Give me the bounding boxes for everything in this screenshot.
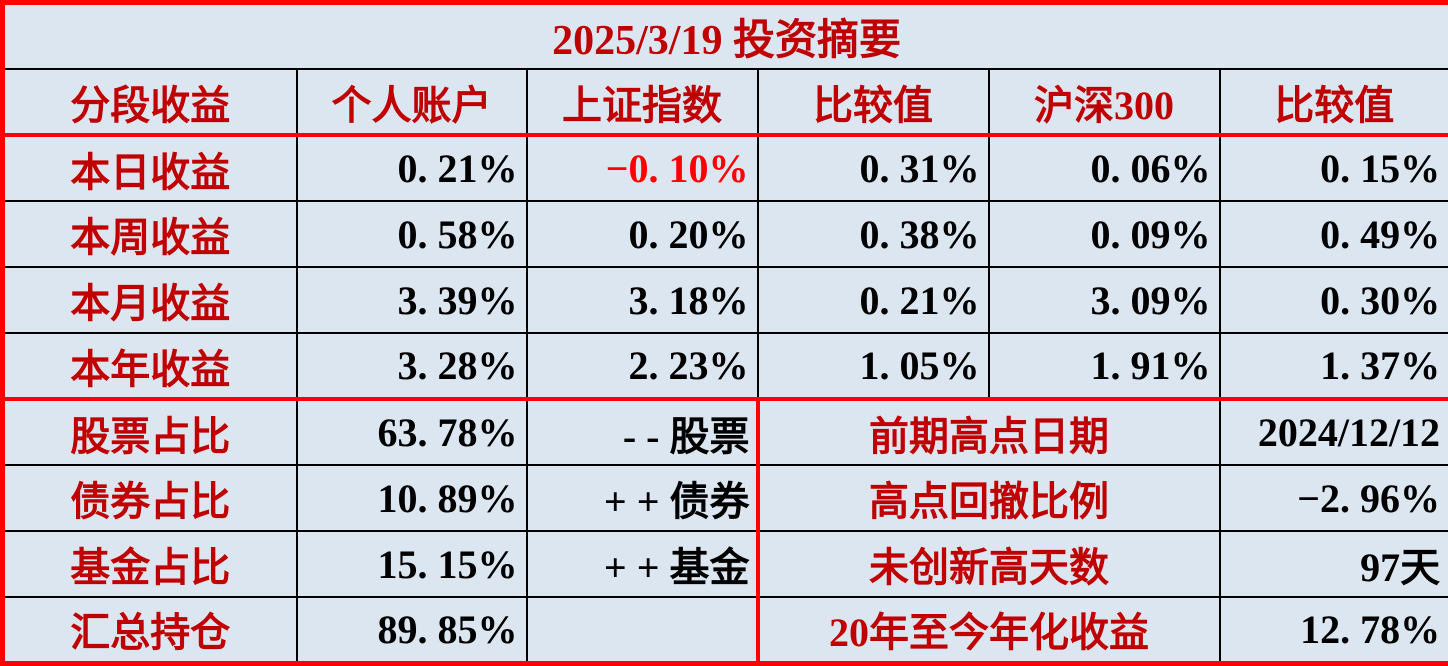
summary-value: 12. 78% xyxy=(1220,597,1448,663)
value-cell-allocation: 10. 89% xyxy=(297,465,527,531)
summary-value: 2024/12/12 xyxy=(1220,399,1448,465)
summary-value: −2. 96% xyxy=(1220,465,1448,531)
signal-cell: + + 债券 xyxy=(527,465,758,531)
column-header-csi300: 沪深300 xyxy=(989,69,1220,135)
signal-cell-empty xyxy=(527,597,758,663)
table-row-daily-return: 本日收益 0. 21% −0. 10% 0. 31% 0. 06% 0. 15% xyxy=(3,135,1448,201)
value-cell-allocation: 63. 78% xyxy=(297,399,527,465)
header-row: 分段收益 个人账户 上证指数 比较值 沪深300 比较值 xyxy=(3,69,1448,135)
table-row-weekly-return: 本周收益 0. 58% 0. 20% 0. 38% 0. 09% 0. 49% xyxy=(3,201,1448,267)
value-cell-personal: 3. 28% xyxy=(297,333,527,399)
value-cell-compare-2: 1. 37% xyxy=(1220,333,1448,399)
column-header-segment-return: 分段收益 xyxy=(3,69,297,135)
value-cell-compare-1: 0. 31% xyxy=(758,135,989,201)
summary-label: 高点回撤比例 xyxy=(758,465,1220,531)
value-cell-compare-2: 0. 30% xyxy=(1220,267,1448,333)
summary-value: 97天 xyxy=(1220,531,1448,597)
value-cell-allocation: 15. 15% xyxy=(297,531,527,597)
row-label: 债券占比 xyxy=(3,465,297,531)
table-row-total-position: 汇总持仓 89. 85% 20年至今年化收益 12. 78% xyxy=(3,597,1448,663)
value-cell-compare-1: 0. 21% xyxy=(758,267,989,333)
value-cell-sse: −0. 10% xyxy=(527,135,758,201)
row-label: 本年收益 xyxy=(3,333,297,399)
row-label: 汇总持仓 xyxy=(3,597,297,663)
value-cell-csi300: 0. 06% xyxy=(989,135,1220,201)
value-cell-sse: 0. 20% xyxy=(527,201,758,267)
column-header-compare-1: 比较值 xyxy=(758,69,989,135)
row-label: 本周收益 xyxy=(3,201,297,267)
value-cell-compare-1: 1. 05% xyxy=(758,333,989,399)
table-row-fund-allocation: 基金占比 15. 15% + + 基金 未创新高天数 97天 xyxy=(3,531,1448,597)
signal-cell: + + 基金 xyxy=(527,531,758,597)
value-cell-compare-2: 0. 49% xyxy=(1220,201,1448,267)
summary-label: 前期高点日期 xyxy=(758,399,1220,465)
value-cell-personal: 0. 21% xyxy=(297,135,527,201)
table-row-monthly-return: 本月收益 3. 39% 3. 18% 0. 21% 3. 09% 0. 30% xyxy=(3,267,1448,333)
value-cell-allocation: 89. 85% xyxy=(297,597,527,663)
value-cell-sse: 3. 18% xyxy=(527,267,758,333)
table-row-bond-allocation: 债券占比 10. 89% + + 债券 高点回撤比例 −2. 96% xyxy=(3,465,1448,531)
column-header-compare-2: 比较值 xyxy=(1220,69,1448,135)
title-row: 2025/3/19 投资摘要 xyxy=(3,3,1448,70)
value-cell-csi300: 3. 09% xyxy=(989,267,1220,333)
row-label: 基金占比 xyxy=(3,531,297,597)
row-label: 本月收益 xyxy=(3,267,297,333)
row-label: 本日收益 xyxy=(3,135,297,201)
row-label: 股票占比 xyxy=(3,399,297,465)
value-cell-csi300: 0. 09% xyxy=(989,201,1220,267)
signal-cell: - - 股票 xyxy=(527,399,758,465)
table-title: 2025/3/19 投资摘要 xyxy=(3,3,1448,70)
summary-label: 未创新高天数 xyxy=(758,531,1220,597)
column-header-personal-account: 个人账户 xyxy=(297,69,527,135)
value-cell-compare-1: 0. 38% xyxy=(758,201,989,267)
value-cell-csi300: 1. 91% xyxy=(989,333,1220,399)
table-row-stock-allocation: 股票占比 63. 78% - - 股票 前期高点日期 2024/12/12 xyxy=(3,399,1448,465)
value-cell-personal: 3. 39% xyxy=(297,267,527,333)
value-cell-compare-2: 0. 15% xyxy=(1220,135,1448,201)
summary-label: 20年至今年化收益 xyxy=(758,597,1220,663)
table-row-yearly-return: 本年收益 3. 28% 2. 23% 1. 05% 1. 91% 1. 37% xyxy=(3,333,1448,399)
value-cell-sse: 2. 23% xyxy=(527,333,758,399)
column-header-sse-index: 上证指数 xyxy=(527,69,758,135)
value-cell-personal: 0. 58% xyxy=(297,201,527,267)
